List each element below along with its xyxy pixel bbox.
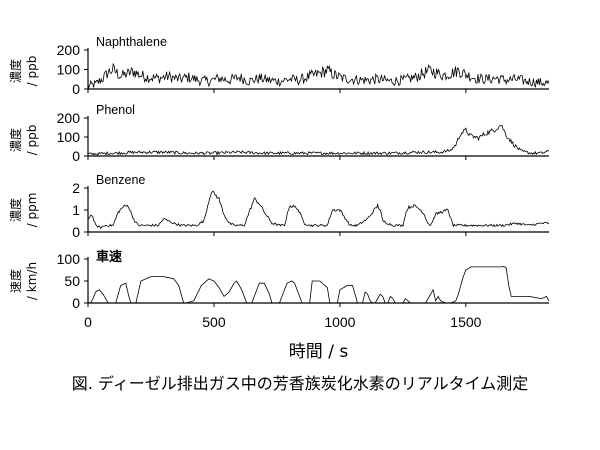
x-tick-label: 1500 [450, 314, 481, 330]
y-tick-label: 0 [72, 81, 80, 97]
y-tick-label: 100 [57, 62, 81, 78]
y-tick-label: 1 [72, 202, 80, 218]
y-tick-label: 200 [57, 42, 81, 58]
y-axis-label-unit: / ppm [25, 193, 39, 228]
y-tick-label: 0 [72, 148, 80, 164]
y-tick-label: 50 [64, 273, 80, 289]
y-axis-label-main: 濃度 [8, 198, 23, 222]
series-line [88, 266, 550, 304]
y-axis-label-unit: / ppb [25, 56, 39, 87]
series-line [87, 190, 550, 230]
series-title: Benzene [96, 173, 145, 187]
y-axis-label-unit: / km/h [25, 262, 39, 300]
y-axis-label-main: 濃度 [8, 59, 23, 83]
y-axis-label: 速度 / km/h [8, 262, 39, 300]
y-axis-label: 濃度 / ppb [8, 125, 39, 156]
y-axis-label-main: 速度 [8, 269, 23, 293]
y-axis-label-main: 濃度 [8, 128, 23, 152]
y-tick-label: 0 [72, 295, 80, 311]
figure-caption: 図. ディーゼル排出ガス中の芳香族炭化水素のリアルタイム測定 [71, 374, 529, 393]
y-axis-label: 濃度 / ppm [8, 193, 39, 228]
series-line [87, 124, 550, 156]
series-line [87, 62, 550, 89]
y-tick-label: 2 [72, 180, 80, 196]
x-tick-label: 500 [202, 314, 226, 330]
x-tick-label: 1000 [324, 314, 355, 330]
y-tick-label: 100 [57, 129, 81, 145]
series-title: Phenol [96, 103, 135, 117]
y-tick-label: 200 [57, 110, 81, 126]
x-tick-label: 0 [84, 314, 92, 330]
y-axis-label-unit: / ppb [25, 125, 39, 156]
y-tick-label: 0 [72, 224, 80, 240]
series-title: Naphthalene [96, 35, 167, 49]
y-axis-label: 濃度 / ppb [8, 56, 39, 87]
series-title: 車速 [96, 249, 122, 265]
x-axis-label: 時間 / s [289, 342, 349, 362]
y-tick-label: 100 [57, 251, 81, 267]
